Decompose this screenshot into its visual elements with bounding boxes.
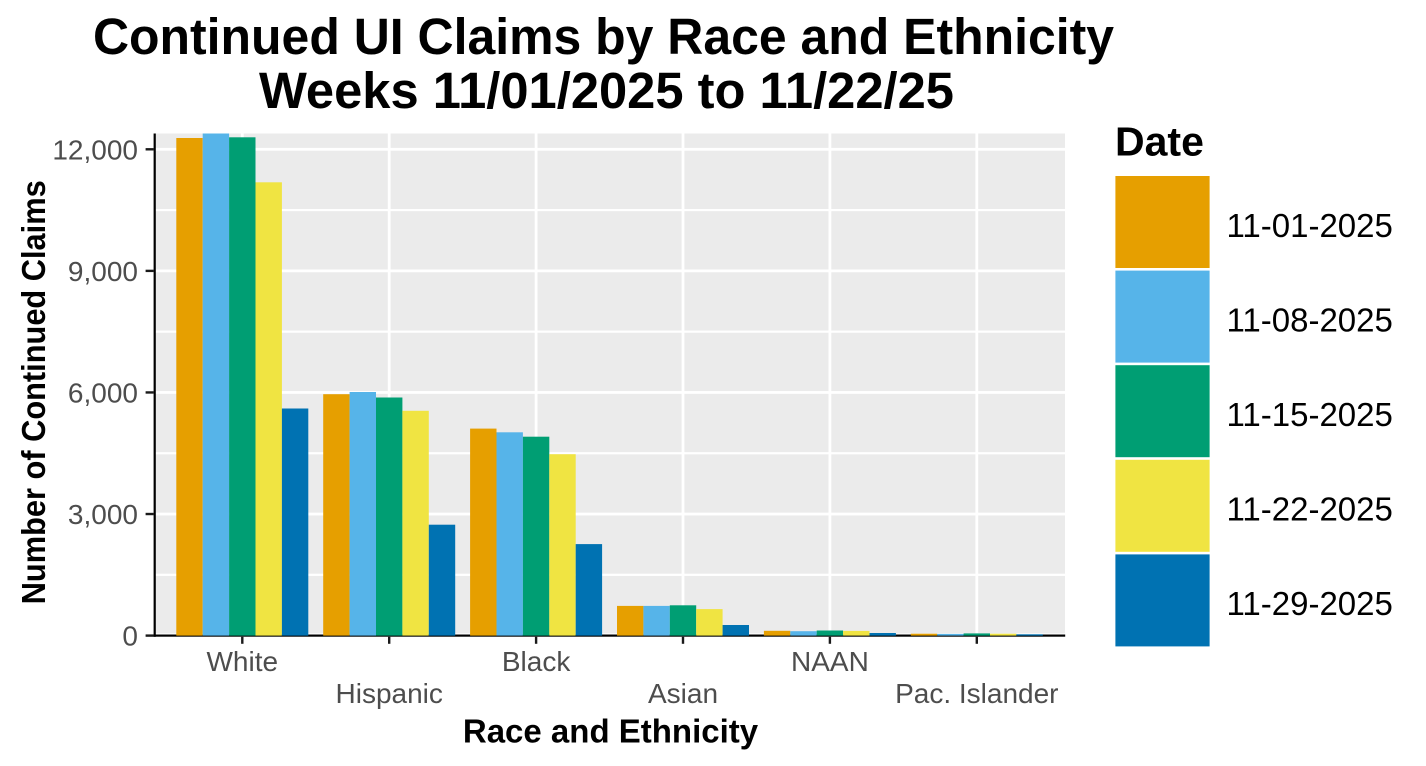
- svg-text:Asian: Asian: [648, 678, 718, 709]
- svg-text:Race and Ethnicity: Race and Ethnicity: [463, 713, 759, 750]
- svg-text:Black: Black: [502, 646, 571, 677]
- svg-text:Pac. Islander: Pac. Islander: [895, 678, 1058, 709]
- svg-text:0: 0: [122, 621, 138, 652]
- svg-text:11-15-2025: 11-15-2025: [1227, 396, 1393, 433]
- svg-text:11-08-2025: 11-08-2025: [1227, 301, 1393, 338]
- svg-text:Number of Continued Claims: Number of Continued Claims: [15, 180, 52, 604]
- svg-text:6,000: 6,000: [68, 377, 138, 408]
- svg-text:3,000: 3,000: [68, 499, 138, 530]
- svg-text:11-01-2025: 11-01-2025: [1227, 207, 1393, 244]
- svg-text:11-29-2025: 11-29-2025: [1227, 585, 1393, 622]
- svg-text:Date: Date: [1115, 119, 1204, 165]
- svg-text:Continued UI Claims by Race an: Continued UI Claims by Race and Ethnicit…: [93, 8, 1115, 65]
- svg-text:11-22-2025: 11-22-2025: [1227, 491, 1393, 528]
- svg-text:Weeks 11/01/2025 to 11/22/25: Weeks 11/01/2025 to 11/22/25: [259, 62, 954, 119]
- svg-text:12,000: 12,000: [52, 134, 138, 165]
- svg-text:White: White: [207, 646, 279, 677]
- svg-text:NAAN: NAAN: [791, 646, 869, 677]
- svg-text:Hispanic: Hispanic: [336, 678, 443, 709]
- svg-text:9,000: 9,000: [68, 256, 138, 287]
